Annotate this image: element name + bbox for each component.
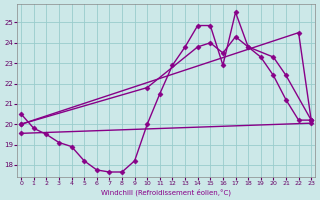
X-axis label: Windchill (Refroidissement éolien,°C): Windchill (Refroidissement éolien,°C) (101, 188, 231, 196)
